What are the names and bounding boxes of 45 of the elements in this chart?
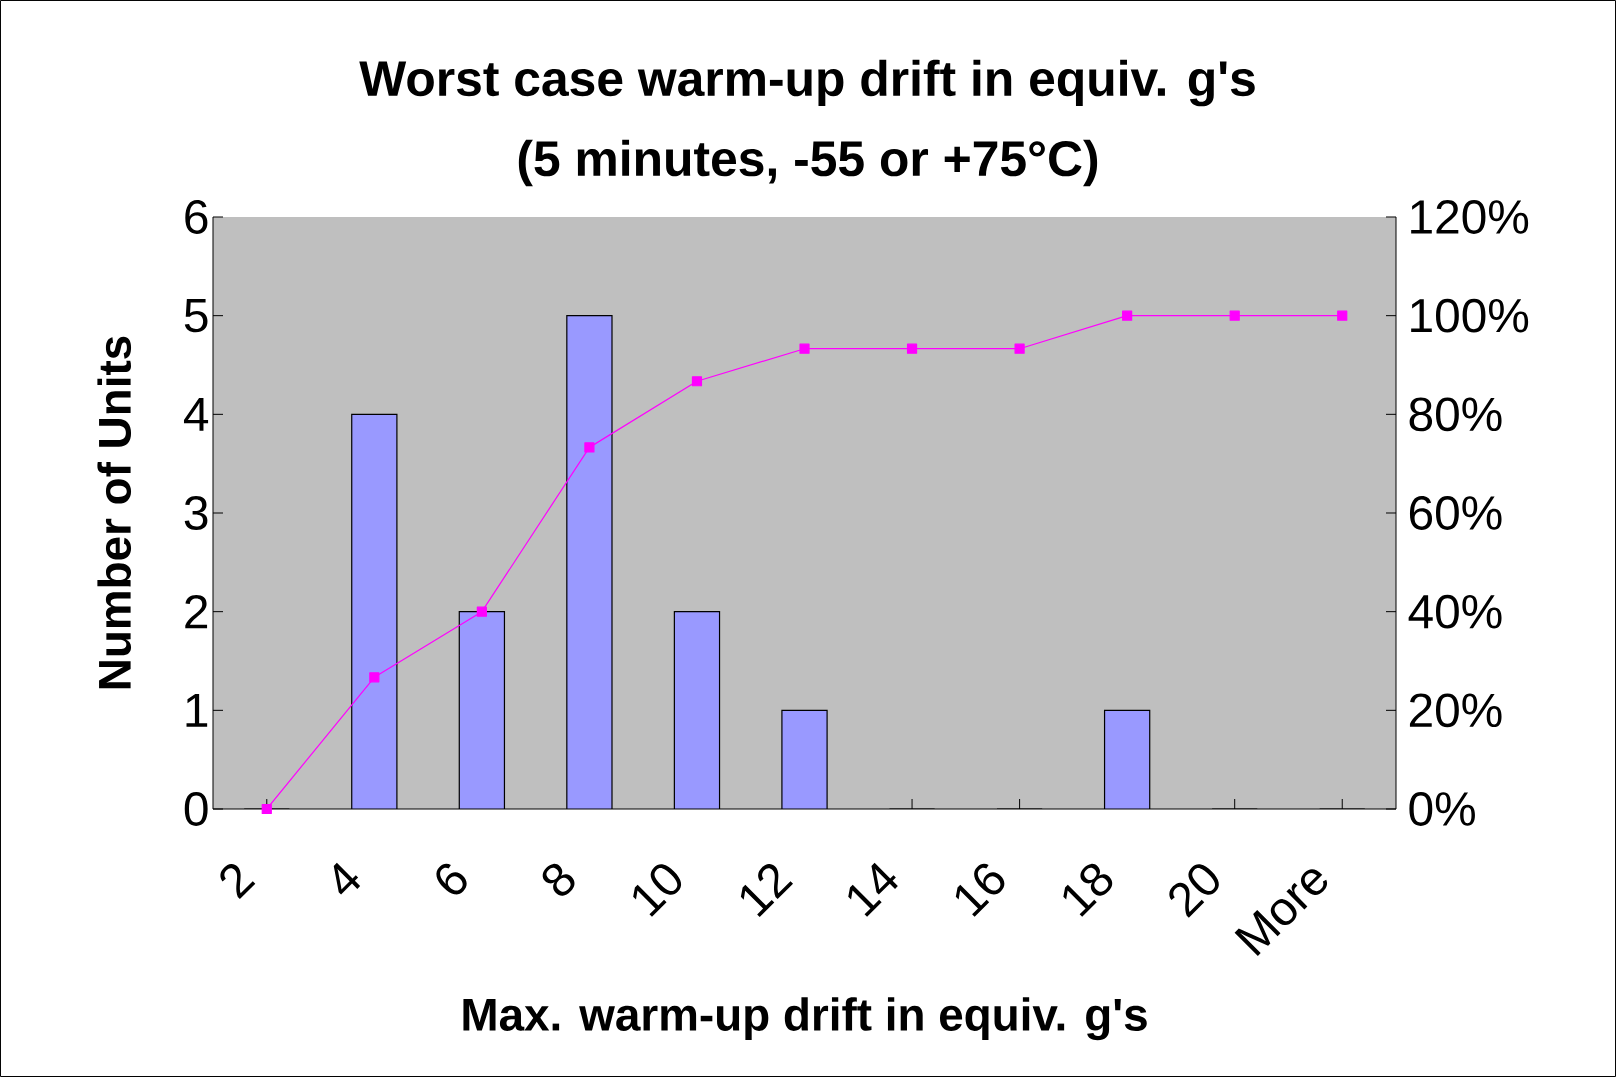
y-axis-title: Number of Units	[97, 336, 132, 689]
point	[1014, 343, 1025, 354]
point	[906, 343, 918, 354]
y2-tick-label: 60%	[1409, 496, 1502, 530]
x-tick-label: 6	[436, 863, 467, 895]
y-tick-label: 4	[183, 397, 209, 431]
y2-tick-label: 100%	[1411, 298, 1529, 333]
y-tick-label: 0	[184, 792, 208, 826]
x-tick-label: 14	[848, 862, 898, 917]
y-tick-label: 6	[185, 200, 208, 234]
x-axis-title: Max. warm-up drift in equiv. g's	[463, 997, 1147, 1041]
x-tick-label: 20	[1169, 864, 1219, 918]
chart-subtitle: (5 minutes, -55 or +75°C)	[518, 139, 1098, 187]
y2-tick-label: 80%	[1409, 397, 1502, 432]
y2-tick-label: 40%	[1408, 594, 1502, 629]
chart-title: Worst case warm-up drift in equiv. g's	[359, 59, 1255, 107]
y-tick-label: 1	[186, 693, 208, 727]
point	[584, 442, 595, 453]
point	[1337, 310, 1348, 321]
bar	[674, 611, 720, 809]
bar	[459, 611, 505, 809]
point	[476, 606, 487, 617]
point	[1122, 310, 1133, 321]
y2-tick-label: 120%	[1411, 200, 1529, 234]
x-tick-label: 16	[955, 863, 1005, 917]
y-tick-label: 5	[184, 298, 208, 333]
x-tick-label: 4	[333, 862, 361, 895]
bar	[566, 315, 612, 809]
x-tick-label: 10	[633, 864, 682, 917]
bar	[351, 414, 397, 809]
x-tick-label: 2	[220, 864, 256, 900]
bar	[781, 710, 828, 809]
point	[261, 803, 272, 815]
x-tick-label: 18	[1063, 863, 1113, 917]
bar	[1104, 710, 1150, 809]
x-tick-label: 8	[542, 863, 575, 896]
point	[1229, 310, 1240, 321]
point	[369, 672, 380, 683]
y2-tick-label: 20%	[1409, 693, 1502, 728]
y-tick-label: 2	[185, 594, 208, 629]
y2-tick-label: 0%	[1409, 792, 1475, 826]
x-tick-label: 12	[740, 864, 794, 918]
point	[799, 343, 810, 354]
y-tick-label: 3	[184, 496, 208, 530]
point	[691, 376, 703, 387]
